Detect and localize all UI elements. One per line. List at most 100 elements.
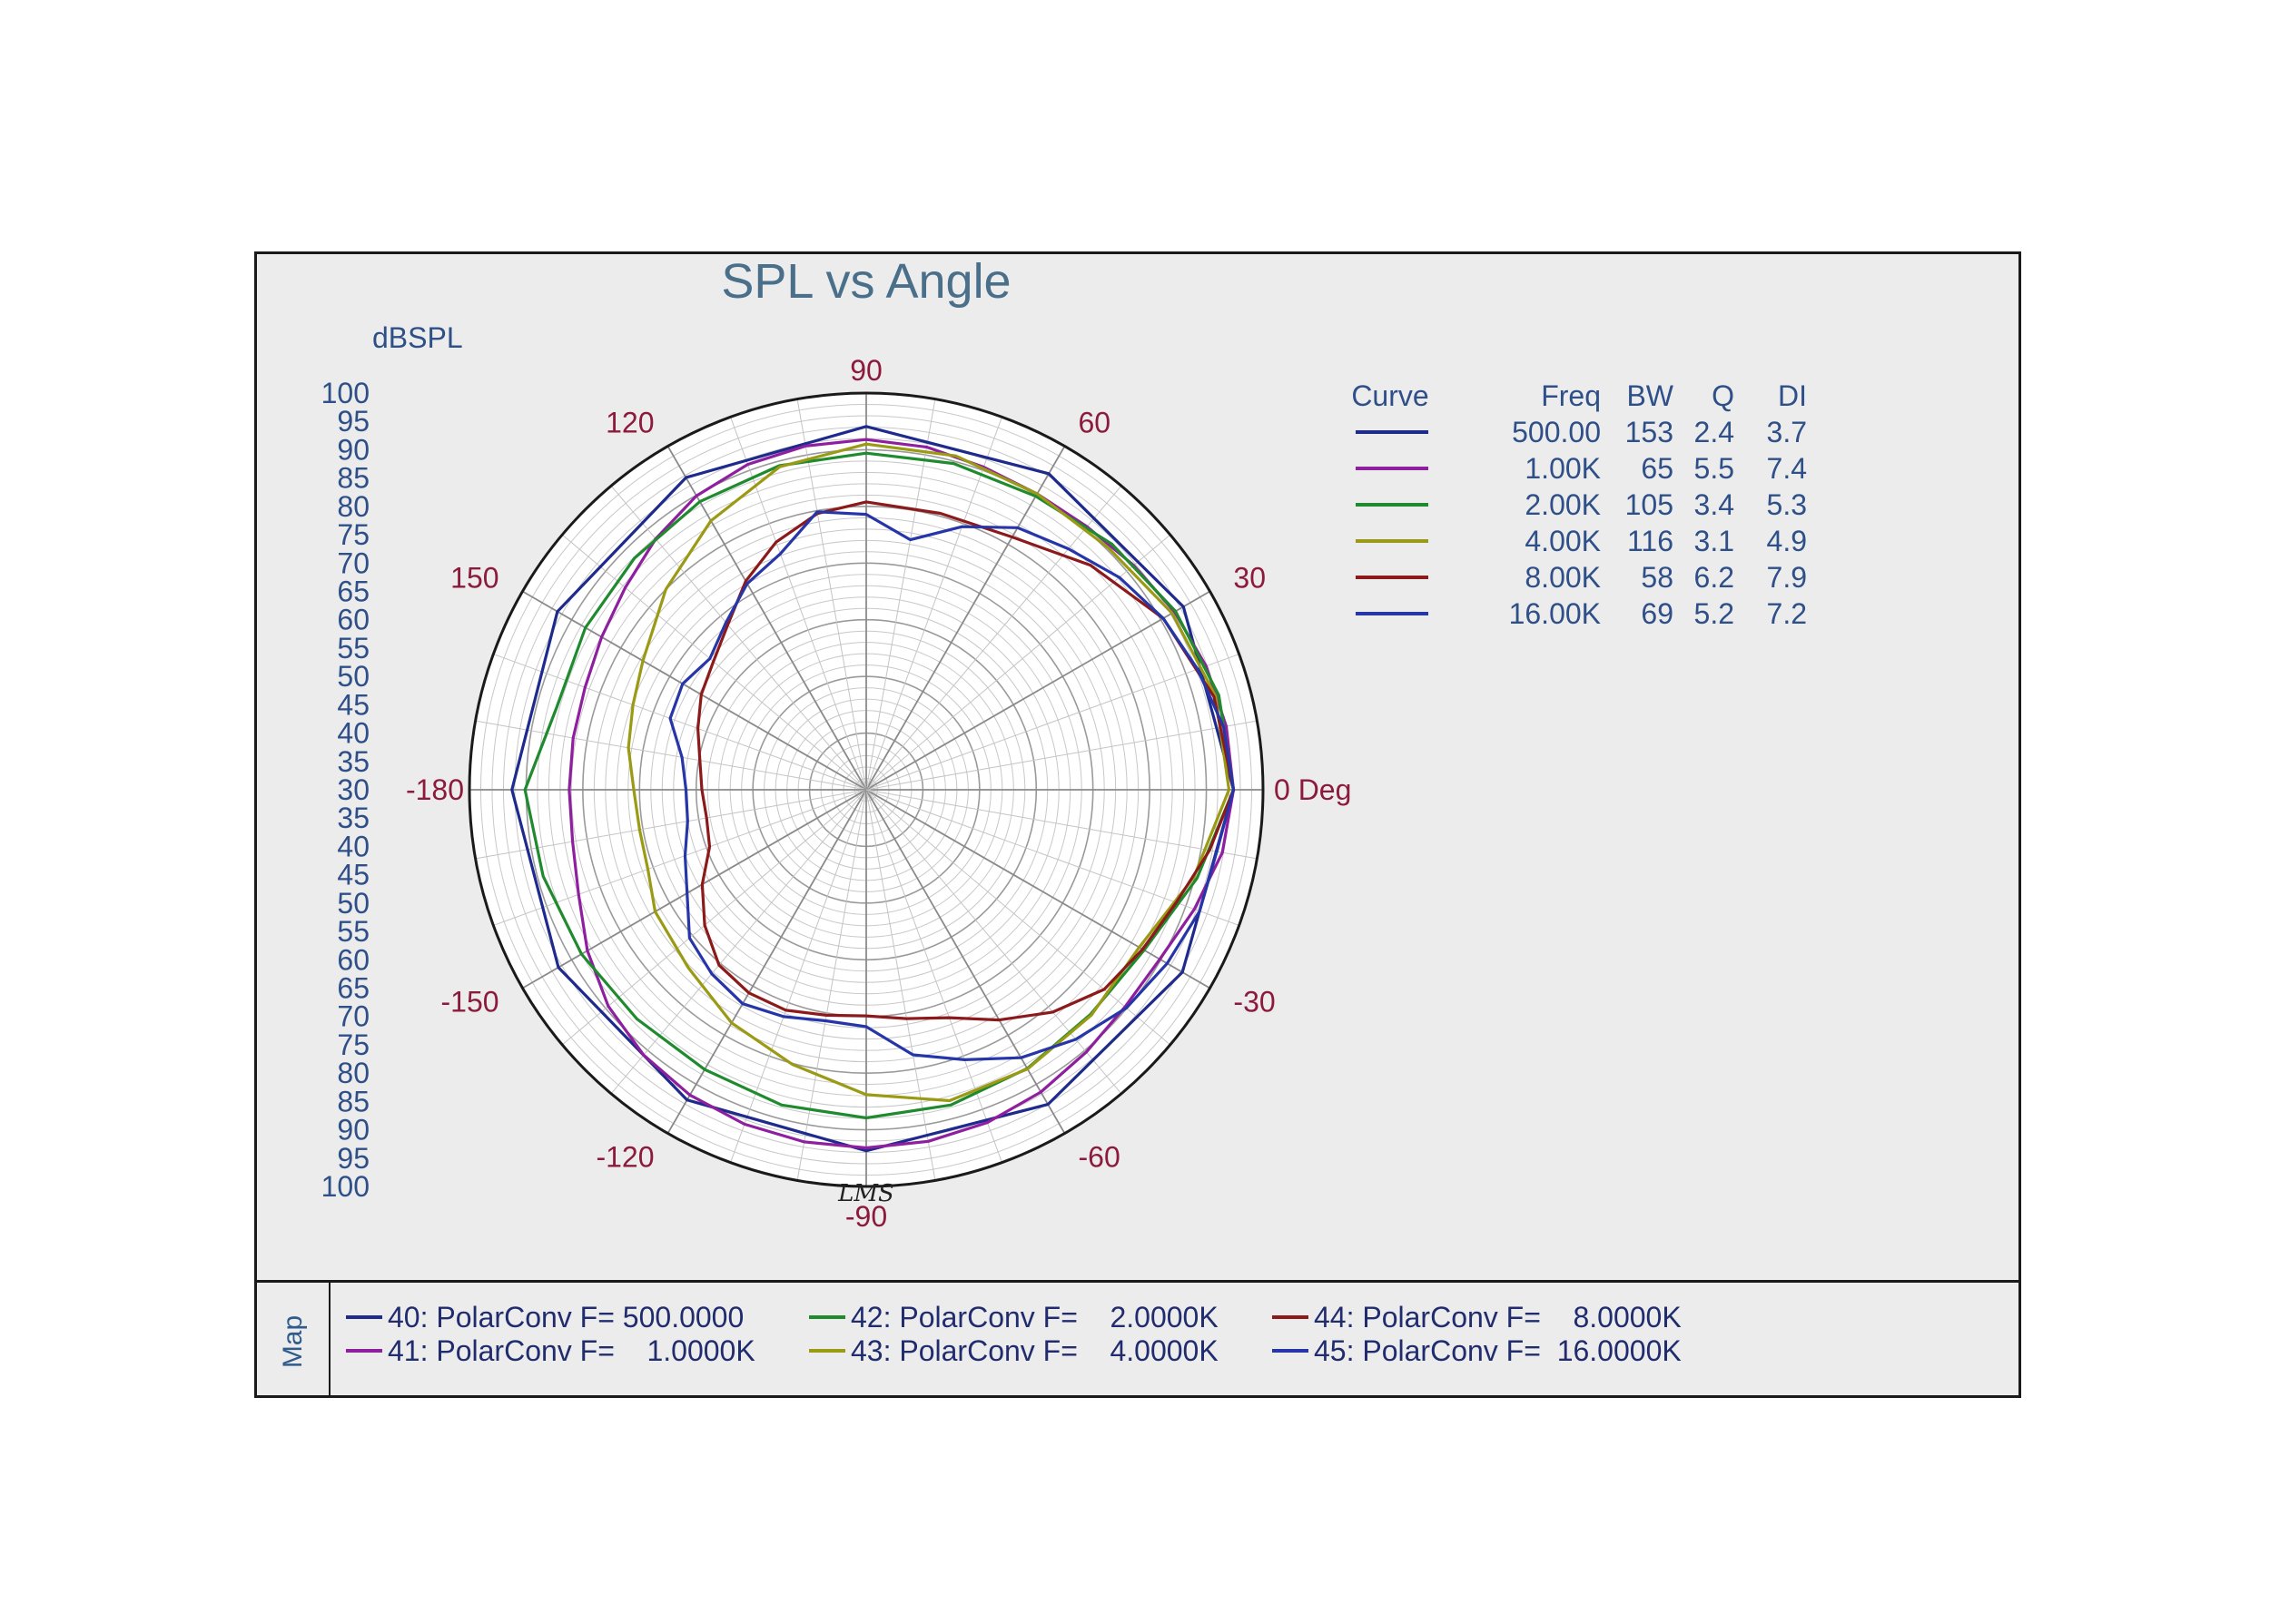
table-cell: 5.2 (1694, 597, 1734, 630)
series-line-1 (510, 425, 1236, 1153)
table-cell: 58 (1641, 561, 1673, 594)
map-legend-entry[interactable]: 43: PolarConv F= 4.0000K (809, 1334, 1219, 1367)
table-cell: 2.00K (1525, 488, 1601, 521)
table-cell: 16.00K (1509, 597, 1601, 630)
radial-tick-label: 35 (337, 802, 370, 834)
table-cell: 6.2 (1694, 561, 1734, 594)
grid-spoke-major (522, 789, 867, 989)
table-cell: 500.00 (1512, 416, 1601, 448)
radial-tick-label: 80 (337, 1057, 370, 1089)
series-line-6 (668, 510, 1236, 1061)
grid-spoke (610, 485, 867, 791)
radial-tick-label: 60 (337, 943, 370, 976)
grid-spoke (865, 417, 1002, 791)
grid-spoke (865, 720, 1258, 791)
map-legend-entry[interactable]: 40: PolarConv F= 500.0000 (346, 1301, 744, 1334)
radial-tick-label: 70 (337, 1000, 370, 1033)
grid-spoke (865, 789, 1002, 1163)
table-cell: 105 (1625, 488, 1673, 521)
legend-label: 42: PolarConv F= 2.0000K (851, 1300, 1219, 1334)
grid-spoke-major (666, 446, 867, 791)
radial-tick-label: 95 (337, 405, 370, 438)
legend-swatch (809, 1349, 845, 1353)
radial-tick-label: 35 (337, 745, 370, 778)
grid-spoke (493, 654, 867, 791)
legend-swatch (346, 1315, 382, 1319)
angle-labels: 0 Deg 30 60 90 120 150 -180 -150 -120 -90 -60 -30 (406, 354, 1351, 1233)
legend-label: 41: PolarConv F= 1.0000K (388, 1334, 755, 1367)
grid-spoke (475, 720, 867, 791)
grid-spoke (475, 789, 867, 860)
legend-swatch (1272, 1349, 1308, 1353)
legend-swatch (1272, 1315, 1308, 1319)
radial-axis: dBSPL 1009590858075706560555045403530354… (321, 321, 463, 1203)
map-panel: Map 40: PolarConv F= 500.0000 41: PolarCo… (257, 1280, 2018, 1398)
radial-tick-label: 50 (337, 887, 370, 920)
angle-label: -60 (1079, 1140, 1120, 1173)
angle-label: 90 (850, 354, 883, 387)
grid-spoke (796, 789, 867, 1181)
watermark-lms: LMS (837, 1180, 894, 1207)
map-legend-entry[interactable]: 42: PolarConv F= 2.0000K (809, 1301, 1219, 1334)
table-cell: 5.5 (1694, 452, 1734, 485)
radial-tick-label: 55 (337, 632, 370, 664)
radial-tick-label: 55 (337, 915, 370, 948)
grid-spoke (561, 789, 867, 1046)
radial-tick-label: 30 (337, 773, 370, 806)
radial-tick-label: 65 (337, 972, 370, 1005)
radial-tick-label: 60 (337, 604, 370, 636)
grid-spoke (865, 789, 1122, 1095)
radial-tick-label: 70 (337, 546, 370, 579)
radial-tick-label: 75 (337, 1029, 370, 1061)
grid-spoke-major (666, 789, 867, 1134)
legend-label: 40: PolarConv F= 500.0000 (388, 1300, 745, 1334)
grid-spoke-major (865, 446, 1066, 791)
angle-label: -30 (1233, 986, 1275, 1019)
radial-tick-label: 45 (337, 859, 370, 891)
map-legend-entry[interactable]: 44: PolarConv F= 8.0000K (1272, 1301, 1682, 1334)
grid-spoke (865, 399, 936, 791)
legend-swatch (809, 1315, 845, 1319)
grid-spoke-major (865, 789, 1066, 1134)
angle-label: 150 (450, 562, 498, 595)
grid-spoke (865, 789, 1258, 860)
table-cell: 4.9 (1767, 525, 1807, 557)
table-cell: 3.1 (1694, 525, 1734, 557)
curve-table: Curve Freq BW Q DI 500.00 153 2.4 3.7 1.00K 65 5.5 7… (1351, 379, 1807, 630)
grid-spoke-major (522, 590, 867, 791)
grid-spoke-major (865, 789, 1210, 989)
table-cell: 1.00K (1525, 452, 1601, 485)
chart-frame: SPL vs Angle 0 Deg 30 60 90 120 150 -180 -150 -1… (254, 251, 2021, 1398)
grid-spoke-major (865, 590, 1210, 791)
table-header: Curve (1351, 379, 1428, 412)
angle-label: -150 (441, 986, 499, 1019)
series-line-5 (696, 500, 1236, 1022)
radial-axis-label: dBSPL (372, 321, 463, 354)
grid-spoke (865, 485, 1122, 791)
angle-label: -120 (596, 1140, 654, 1173)
table-cell: 7.4 (1767, 452, 1807, 485)
map-legend-entry[interactable]: 45: PolarConv F= 16.0000K (1272, 1334, 1682, 1367)
radial-tick-label: 95 (337, 1142, 370, 1175)
table-cell: 153 (1625, 416, 1673, 448)
grid-spoke (610, 789, 867, 1095)
table-cell: 116 (1627, 525, 1673, 557)
radial-tick-label: 85 (337, 1085, 370, 1117)
angle-label: 30 (1233, 562, 1266, 595)
legend-label: 44: PolarConv F= 8.0000K (1314, 1300, 1682, 1334)
series-layer (510, 425, 1236, 1153)
table-cell: 2.4 (1694, 416, 1734, 448)
polar-grid (468, 391, 1265, 1188)
table-cell: 7.9 (1767, 561, 1807, 594)
map-legend-entry[interactable]: 41: PolarConv F= 1.0000K (346, 1334, 755, 1367)
radial-tick-label: 100 (321, 1170, 370, 1203)
angle-label: -180 (406, 773, 464, 806)
map-tab[interactable]: Map (257, 1283, 331, 1398)
table-cell: 65 (1641, 452, 1673, 485)
grid-spoke (730, 789, 867, 1163)
table-cell: 3.7 (1767, 416, 1807, 448)
table-cell: 69 (1641, 597, 1673, 630)
table-cell: 5.3 (1767, 488, 1807, 521)
angle-label: 60 (1079, 407, 1111, 439)
legend-label: 45: PolarConv F= 16.0000K (1314, 1334, 1682, 1367)
